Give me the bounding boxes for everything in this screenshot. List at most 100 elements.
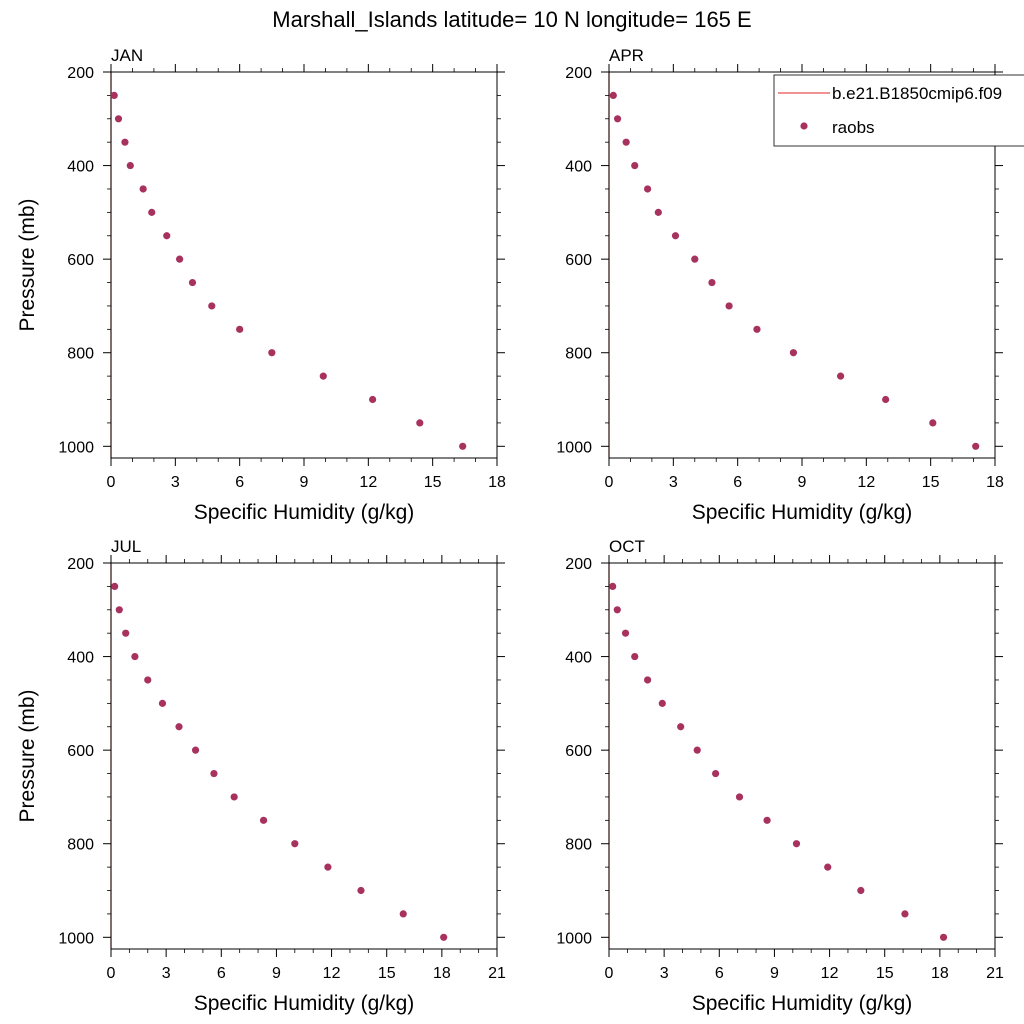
legend-obs-label: raobs <box>832 118 875 137</box>
legend-model-label: b.e21.B1850cmip6.f09 <box>832 84 1002 103</box>
raobs-point-jul <box>131 652 139 661</box>
x-tick-label-jan: 18 <box>488 474 506 491</box>
raobs-point-oct <box>763 816 771 824</box>
raobs-point-jul <box>158 699 167 707</box>
x-tick-label-jan: 9 <box>300 474 309 491</box>
panel-title-jul: JUL <box>111 537 141 556</box>
x-axis-label-jul: Specific Humidity (g/kg) <box>194 992 415 1015</box>
raobs-point-apr <box>725 302 733 310</box>
raobs-point-apr <box>837 372 845 380</box>
y-tick-label-apr: 400 <box>565 159 592 176</box>
y-axis-label-jul: Pressure (mb) <box>16 689 39 822</box>
raobs-point-jul <box>291 840 299 848</box>
y-tick-label-jan: 1000 <box>58 439 94 456</box>
raobs-point-jan <box>176 255 184 263</box>
raobs-point-apr <box>972 442 980 450</box>
y-tick-label-apr: 600 <box>565 252 592 269</box>
y-axis-label-jan: Pressure (mb) <box>16 198 39 331</box>
x-tick-label-oct: 6 <box>715 965 724 982</box>
panel-jan: JAN 0 3 6 9 12 15 18 200 400 600 800 1000 Specific Hu… <box>16 46 506 524</box>
y-tick-label-jul: 400 <box>67 650 94 667</box>
y-tick-label-oct: 400 <box>565 650 592 667</box>
raobs-point-jul <box>324 863 332 871</box>
raobs-point-jul <box>175 723 183 731</box>
raobs-point-apr <box>708 278 716 287</box>
plot-frame-jan <box>110 71 498 459</box>
raobs-point-oct <box>939 933 948 941</box>
x-tick-label-jan: 15 <box>424 474 442 491</box>
panel-oct: OCT 0 3 6 9 12 15 18 21 200 400 600 800 1000 Specific … <box>556 537 1004 1015</box>
raobs-point-jan <box>208 302 216 310</box>
raobs-point-apr <box>671 232 680 240</box>
raobs-point-apr <box>882 395 890 404</box>
x-tick-label-jan: 0 <box>107 474 116 491</box>
legend-box <box>773 74 1024 147</box>
figure-title: Marshall_Islands latitude= 10 N longitud… <box>272 7 751 32</box>
raobs-point-oct <box>677 723 685 731</box>
y-tick-label-jul: 600 <box>67 743 94 760</box>
raobs-point-apr <box>622 138 630 146</box>
x-axis-label-apr: Specific Humidity (g/kg) <box>692 501 913 524</box>
x-tick-label-jul: 15 <box>378 965 396 982</box>
raobs-point-jan <box>369 395 377 404</box>
raobs-point-apr <box>691 255 699 263</box>
raobs-point-apr <box>631 161 639 170</box>
y-tick-label-oct: 1000 <box>556 930 592 947</box>
raobs-point-jan <box>126 161 134 170</box>
x-tick-label-oct: 3 <box>660 965 669 982</box>
raobs-point-jan <box>236 325 244 333</box>
raobs-point-jan <box>319 372 327 380</box>
x-tick-label-apr: 18 <box>986 474 1004 491</box>
raobs-point-jan <box>416 419 424 427</box>
raobs-point-oct <box>644 676 652 684</box>
raobs-point-jul <box>122 629 130 637</box>
y-tick-label-oct: 200 <box>565 556 592 573</box>
x-tick-label-apr: 3 <box>669 474 678 491</box>
x-tick-label-jan: 12 <box>359 474 377 491</box>
y-tick-label-apr: 1000 <box>556 439 592 456</box>
raobs-point-oct <box>792 840 801 848</box>
x-tick-label-jul: 12 <box>323 965 341 982</box>
raobs-point-oct <box>693 746 701 754</box>
panel-jul: JUL 0 3 6 9 12 15 18 21 200 400 600 800 1000 Specific … <box>16 537 506 1015</box>
x-tick-label-oct: 18 <box>931 965 949 982</box>
raobs-point-jan <box>268 349 276 357</box>
x-tick-label-oct: 21 <box>986 965 1004 982</box>
x-tick-label-oct: 12 <box>821 965 839 982</box>
raobs-point-apr <box>613 115 622 123</box>
legend-obs-swatch <box>800 122 808 130</box>
x-tick-label-apr: 9 <box>798 474 807 491</box>
raobs-point-jan <box>188 278 197 287</box>
x-tick-label-jul: 0 <box>107 965 116 982</box>
y-tick-label-oct: 800 <box>565 837 592 854</box>
x-tick-label-apr: 6 <box>733 474 742 491</box>
y-tick-label-apr: 200 <box>565 65 592 82</box>
x-axis-label-jan: Specific Humidity (g/kg) <box>194 501 415 524</box>
raobs-point-oct <box>609 582 617 590</box>
raobs-point-jan <box>114 115 123 123</box>
raobs-point-apr <box>644 185 652 193</box>
x-tick-label-jul: 21 <box>488 965 506 982</box>
raobs-point-jul <box>191 746 200 754</box>
raobs-point-jul <box>210 769 218 778</box>
x-tick-label-jul: 18 <box>433 965 451 982</box>
raobs-point-apr <box>753 325 761 333</box>
raobs-point-jan <box>110 91 118 99</box>
raobs-point-jul <box>144 676 152 684</box>
raobs-point-apr <box>789 349 798 357</box>
raobs-point-apr <box>654 208 662 216</box>
y-tick-label-jul: 1000 <box>58 930 94 947</box>
raobs-point-oct <box>613 606 621 614</box>
x-tick-label-jan: 3 <box>171 474 180 491</box>
panel-title-oct: OCT <box>609 537 645 556</box>
y-tick-label-apr: 800 <box>565 346 592 363</box>
raobs-point-jan <box>163 232 171 240</box>
raobs-point-oct <box>621 629 630 637</box>
panel-title-apr: APR <box>609 46 644 65</box>
raobs-point-oct <box>857 886 865 895</box>
raobs-point-oct <box>901 910 909 918</box>
raobs-point-jan <box>148 208 156 216</box>
x-tick-label-jul: 6 <box>217 965 226 982</box>
